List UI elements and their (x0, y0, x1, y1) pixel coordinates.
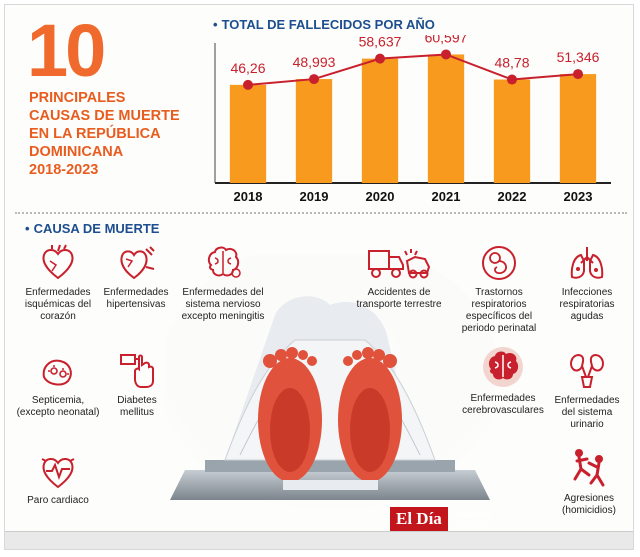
trend-point (243, 79, 253, 90)
heart-hypertension-icon (120, 246, 155, 280)
heart-ischemic-icon (42, 244, 74, 280)
cause-label: Agresiones (homicidios) (562, 493, 616, 516)
chart-title-text: TOTAL DE FALLECIDOS POR AÑO (221, 17, 435, 32)
cause-item: Enfermedades del sistema urinario (547, 351, 627, 431)
glucometer-icon (120, 354, 154, 388)
chart-title: • TOTAL DE FALLECIDOS POR AÑO (213, 17, 435, 32)
trend-point (441, 49, 451, 60)
x-tick-label: 2019 (300, 189, 329, 204)
heart-attack-icon (41, 458, 75, 489)
cause-label: Trastornos respiratorios específicos del… (461, 287, 537, 334)
x-tick-label: 2021 (432, 189, 461, 204)
brain-icon (207, 246, 241, 278)
cause-label: Septicemia, (excepto neonatal) (16, 395, 100, 418)
cause-item: Diabetes mellitus (105, 351, 169, 419)
data-label: 60,597 (425, 35, 468, 45)
data-label: 58,637 (359, 35, 402, 50)
trend-point (375, 53, 385, 64)
headline-line: 2018-2023 (29, 162, 99, 178)
trend-point (573, 69, 583, 80)
headline-line: DOMINICANA (29, 144, 124, 160)
bar (493, 79, 531, 183)
cause-item: Paro cardiaco (17, 451, 99, 507)
cause-label: Enfermedades del sistema urinario (554, 395, 620, 430)
x-tick-label: 2022 (498, 189, 527, 204)
cause-item: Infecciones respiratorias agudas (545, 243, 629, 323)
x-tick-label: 2023 (564, 189, 593, 204)
cause-label: Enfermedades hipertensivas (103, 287, 169, 310)
credit-label: Infografía: (451, 509, 493, 519)
divider (15, 212, 627, 214)
cause-label: Paro cardiaco (27, 495, 89, 506)
deaths-per-year-chart: 2018 2019 2020 2021 2022 2023 46,26 48,993 58,63… (214, 35, 611, 204)
bar (427, 54, 465, 183)
cause-label: Accidentes de transporte terrestre (356, 287, 442, 310)
cause-item: Accidentes de transporte terrestre (355, 243, 443, 311)
trend-line (247, 53, 579, 86)
x-tick-label: 2018 (234, 189, 263, 204)
data-label: 48,993 (293, 54, 336, 70)
footer-bar (5, 531, 633, 549)
causes-title-text: CAUSA DE MUERTE (33, 221, 160, 236)
cause-item: Enfermedades cerebrovasculares (455, 345, 551, 417)
data-label: 46,26 (230, 60, 265, 76)
headline-line: PRINCIPALES (29, 90, 126, 106)
trend-point (507, 74, 517, 85)
el-dia-logo: El Día (390, 507, 448, 531)
bar (229, 84, 267, 183)
cause-item: Septicemia, (excepto neonatal) (15, 351, 101, 419)
bar (295, 79, 333, 183)
causes-title: • CAUSA DE MUERTE (25, 221, 160, 236)
credit: Infografía: Julio Pozo (451, 509, 493, 529)
morgue-illustration (165, 255, 495, 510)
cause-label: Enfermedades del sistema nervioso except… (181, 287, 265, 322)
data-label: 48,78 (494, 55, 529, 71)
virus-body-icon (42, 359, 72, 386)
data-label: 51,346 (557, 49, 600, 65)
assault-icon (573, 449, 605, 487)
bar (559, 74, 597, 183)
fetus-icon (482, 246, 516, 280)
cause-label: Infecciones respiratorias agudas (559, 287, 615, 322)
cause-item: Enfermedades del sistema nervioso except… (175, 243, 271, 323)
headline-line: CAUSAS DE MUERTE (29, 108, 180, 124)
kidneys-icon (570, 353, 604, 388)
headline-line: EN LA REPÚBLICA (29, 126, 161, 142)
cause-label: Enfermedades cerebrovasculares (462, 393, 544, 416)
cause-label: Enfermedades isquémicas del corazón (24, 287, 92, 322)
cause-item: Enfermedades isquémicas del corazón (15, 243, 101, 323)
car-crash-icon (368, 249, 431, 279)
trend-point (309, 74, 319, 85)
cause-item: Enfermedades hipertensivas (97, 243, 175, 311)
x-tick-label: 2020 (366, 189, 395, 204)
bar (361, 58, 399, 183)
brain-stroke-icon (483, 347, 523, 387)
credit-name: Julio Pozo (451, 519, 491, 529)
lungs-icon (570, 247, 604, 279)
cause-item: Trastornos respiratorios específicos del… (451, 243, 547, 335)
infographic: 10 PRINCIPALES CAUSAS DE MUERTE EN LA RE… (4, 4, 634, 550)
cause-label: Diabetes mellitus (117, 395, 157, 418)
cause-item: Agresiones (homicidios) (551, 445, 627, 517)
headline: PRINCIPALES CAUSAS DE MUERTE EN LA REPÚB… (29, 89, 199, 179)
headline-number: 10 (27, 9, 106, 92)
